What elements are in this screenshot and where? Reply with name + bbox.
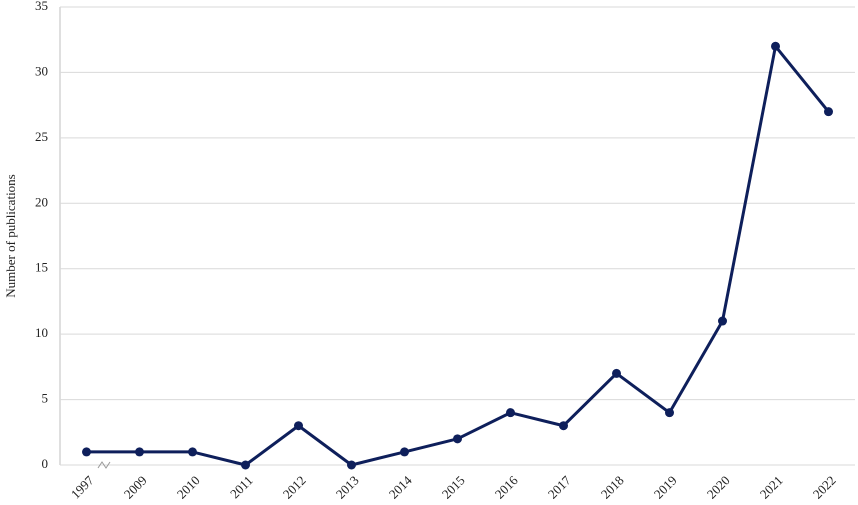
point <box>82 447 91 457</box>
point <box>347 460 356 470</box>
x-tick-label: 2013 <box>333 473 362 502</box>
x-tick-label: 2021 <box>757 473 786 502</box>
line <box>86 44 830 467</box>
x-tick-label: 2010 <box>174 473 203 502</box>
point <box>612 368 621 378</box>
x-tick-label: 2009 <box>121 473 150 502</box>
y-tick-label: 35 <box>35 0 48 13</box>
x-tick-label: 2017 <box>545 472 574 501</box>
x-tick-label: 2019 <box>651 473 680 502</box>
x-tick-label: 2011 <box>227 473 256 502</box>
point <box>294 421 303 431</box>
x-tick-label: 2012 <box>280 473 309 502</box>
point <box>241 460 250 470</box>
point <box>718 316 727 326</box>
point <box>824 107 833 117</box>
x-tick-label: 2020 <box>704 473 733 502</box>
y-tick-label: 30 <box>35 63 48 78</box>
point <box>135 447 144 457</box>
y-tick-label: 0 <box>42 456 49 471</box>
point <box>453 434 462 444</box>
point <box>506 408 515 418</box>
point <box>559 421 568 431</box>
axis-break <box>97 461 111 469</box>
x-tick-label: 2018 <box>598 473 627 502</box>
point <box>665 408 674 418</box>
y-tick-label: 15 <box>35 260 48 275</box>
y-tick-label: 25 <box>35 129 48 144</box>
y-tick-label: 5 <box>42 391 49 406</box>
point <box>188 447 197 457</box>
y-tick-label: 20 <box>35 194 48 209</box>
x-tick-label: 2016 <box>492 472 521 501</box>
point <box>771 41 780 51</box>
x-tick-label: 2015 <box>439 473 468 502</box>
y-tick-label: 10 <box>35 325 48 340</box>
x-tick-label: 2014 <box>386 472 415 501</box>
x-tick-label: 2022 <box>810 473 839 502</box>
point <box>400 447 409 457</box>
x-tick-label: 1997 <box>68 472 97 501</box>
y-axis-label: Number of publications <box>3 174 18 297</box>
